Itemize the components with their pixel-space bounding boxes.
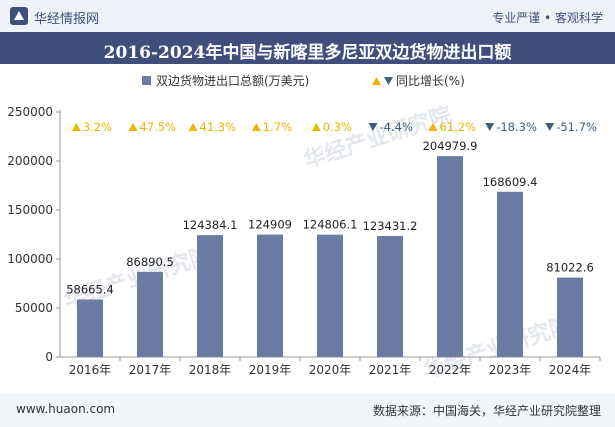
y-tick-label: 50000 (15, 301, 53, 315)
yoy-change-label: 61.2% (440, 120, 477, 134)
chart-title: 2016-2024年中国与新喀里多尼亚双边货物进出口额 (103, 43, 512, 63)
yoy-change-label: 0.3% (323, 120, 352, 134)
x-tick-label: 2021年 (369, 363, 412, 377)
y-tick-label: 250000 (7, 105, 53, 119)
bar-value-label: 123431.2 (363, 219, 418, 233)
x-tick-label: 2024年 (549, 363, 592, 377)
bar-value-label: 86890.5 (126, 255, 174, 269)
legend-bar-swatch (142, 76, 151, 85)
x-tick-label: 2017年 (129, 363, 172, 377)
bar-value-label: 124806.1 (303, 218, 358, 232)
legend: 双边货物进出口总额(万美元) 同比增长(%) (142, 73, 465, 88)
yoy-change-label: 41.3% (200, 120, 237, 134)
bar-2023年 (497, 191, 523, 357)
y-tick-label: 100000 (7, 252, 53, 266)
bar-value-label: 124384.1 (183, 218, 238, 232)
up-triangle-icon (188, 123, 198, 131)
down-triangle-icon (485, 123, 495, 131)
bar-value-label: 124909 (248, 218, 292, 232)
x-tick-label: 2023年 (489, 363, 532, 377)
footer-bar (0, 394, 615, 427)
yoy-change-label: 3.2% (83, 120, 112, 134)
bar-2021年 (377, 236, 403, 357)
bar-value-label: 81022.6 (546, 261, 594, 275)
bar-2024年 (557, 277, 583, 357)
y-tick-label: 200000 (7, 154, 53, 168)
up-triangle-icon (71, 123, 81, 131)
bar-2017年 (137, 271, 163, 357)
legend-up-triangle-icon (372, 77, 381, 85)
bar-2016年 (77, 299, 103, 357)
bar-2018年 (197, 235, 223, 357)
x-tick-label: 2019年 (249, 363, 292, 377)
yoy-change-label: -51.7% (556, 120, 597, 134)
legend-change-label: 同比增长(%) (396, 74, 465, 88)
y-tick-label: 150000 (7, 203, 53, 217)
up-triangle-icon (311, 123, 321, 131)
tagline: 专业严谨 • 客观科学 (492, 11, 603, 25)
down-triangle-icon (545, 123, 555, 131)
yoy-change-label: -18.3% (496, 120, 537, 134)
x-tick-label: 2018年 (189, 363, 232, 377)
yoy-change-label: 1.7% (263, 120, 292, 134)
bar-2022年 (437, 156, 463, 357)
bar-2020年 (317, 234, 343, 357)
huajing-logo-icon (10, 7, 28, 25)
top-bar (0, 0, 615, 32)
bar-value-label: 58665.4 (66, 283, 114, 297)
up-triangle-icon (428, 123, 438, 131)
y-tick-label: 0 (45, 350, 53, 364)
footer-data-source: 数据来源：中国海关，华经产业研究院整理 (372, 404, 601, 418)
legend-bar-label: 双边货物进出口总额(万美元) (156, 73, 309, 88)
down-triangle-icon (368, 123, 378, 131)
x-tick-label: 2020年 (309, 363, 352, 377)
bar-value-label: 168609.4 (483, 175, 538, 189)
footer-website: www.huaon.com (16, 402, 116, 416)
yoy-change-label: 47.5% (140, 120, 177, 134)
x-tick-label: 2022年 (429, 363, 472, 377)
x-tick-label: 2016年 (69, 363, 112, 377)
bar-value-label: 204979.9 (423, 139, 478, 153)
legend-down-triangle-icon (384, 77, 393, 85)
up-triangle-icon (251, 123, 261, 131)
up-triangle-icon (128, 123, 138, 131)
yoy-change-label: -4.4% (380, 120, 413, 134)
title-bar (0, 32, 615, 64)
brand-name: 华经情报网 (34, 12, 100, 27)
bar-2019年 (257, 234, 283, 357)
